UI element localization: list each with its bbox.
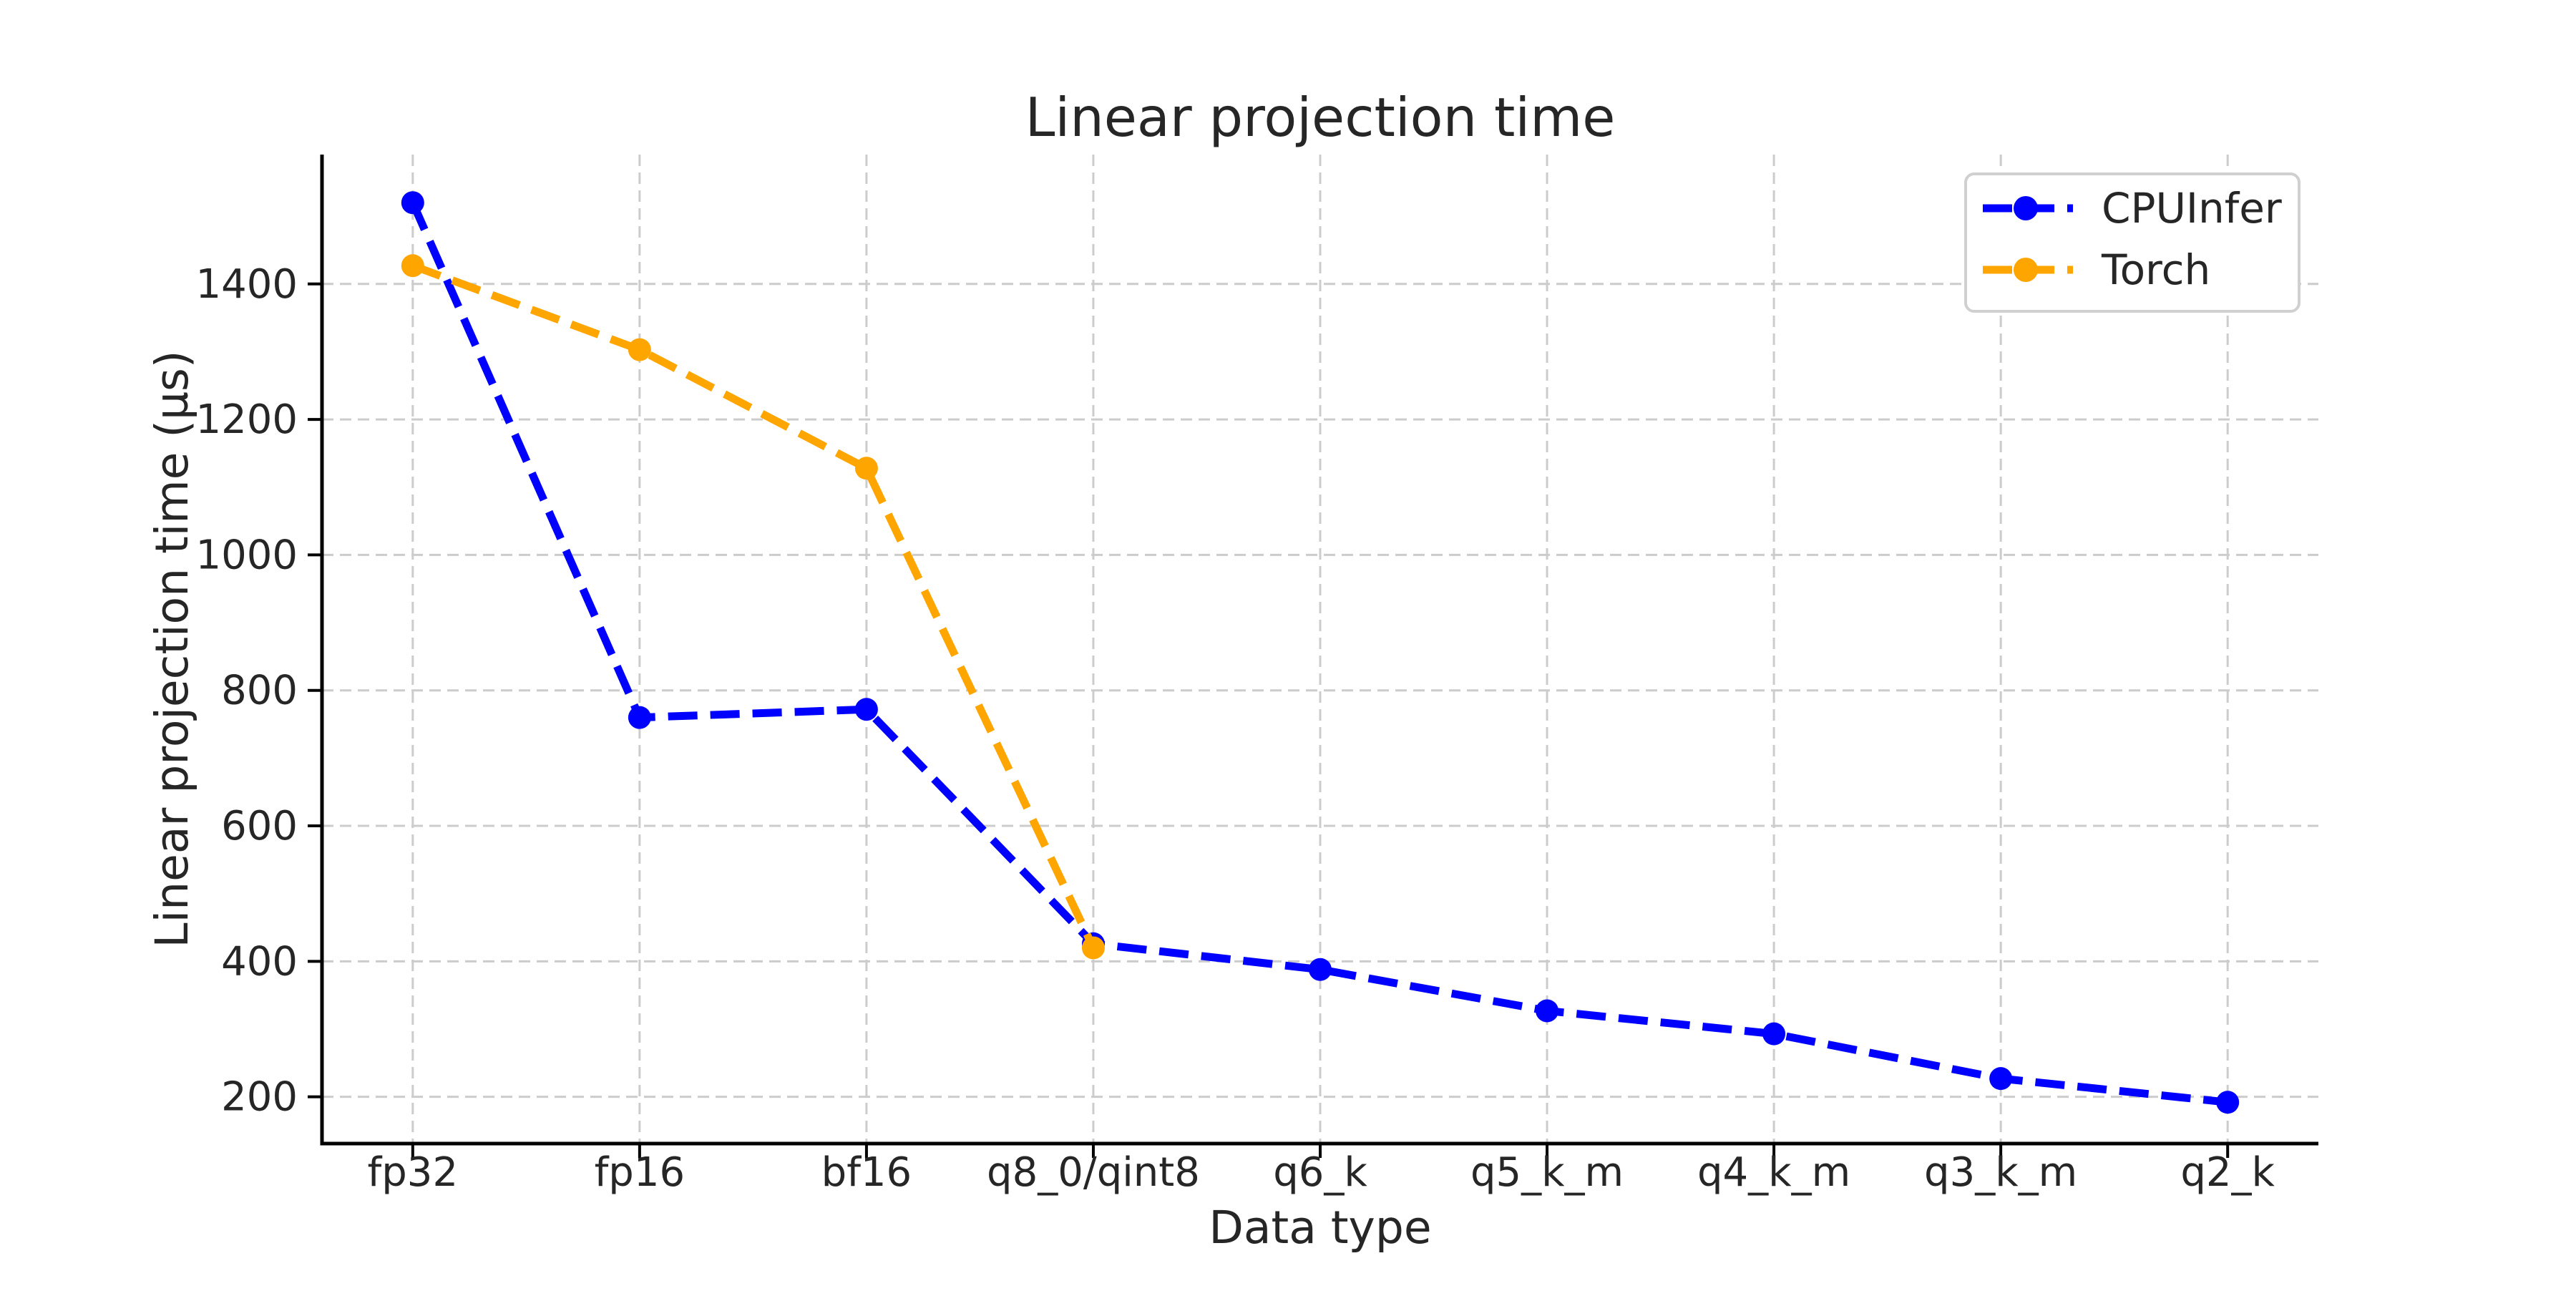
marker-cpuinfer-fp16 <box>628 706 651 729</box>
marker-cpuinfer-q5-k-m <box>1536 999 1559 1023</box>
marker-cpuinfer-q2-k <box>2216 1091 2240 1114</box>
y-tick-label-400: 400 <box>221 938 298 985</box>
y-tick-label-1200: 1200 <box>195 396 298 443</box>
axes-layer <box>308 155 2318 1158</box>
x-tick-label-fp32: fp32 <box>368 1149 459 1196</box>
marker-cpuinfer-fp32 <box>401 191 424 215</box>
legend: CPUInfer Torch <box>1964 172 2301 313</box>
x-tick-label-q4-k-m: q4_k_m <box>1697 1149 1850 1196</box>
marker-cpuinfer-q6-k <box>1309 958 1332 981</box>
x-tick-label-q8-0-qint8: q8_0/qint8 <box>987 1149 1200 1196</box>
y-tick-label-800: 800 <box>221 668 298 714</box>
marker-cpuinfer-bf16 <box>854 698 878 721</box>
series-line-torch <box>411 262 1097 950</box>
x-tick-label-q2-k: q2_k <box>2180 1149 2275 1196</box>
y-tick-label-200: 200 <box>221 1074 298 1121</box>
series-line-cpuinfer <box>409 200 2228 1106</box>
x-tick-label-fp16: fp16 <box>595 1149 686 1196</box>
x-axis-label: Data type <box>1209 1202 1431 1254</box>
marker-cpuinfer-q3-k-m <box>1989 1067 2013 1091</box>
x-tick-label-q5-k-m: q5_k_m <box>1470 1149 1624 1196</box>
marker-cpuinfer-q4-k-m <box>1762 1022 1786 1046</box>
marker-torch-q8-0-qint8 <box>1081 936 1105 960</box>
legend-label-cpuinfer: CPUInfer <box>2102 184 2282 233</box>
series-layer <box>401 191 2240 1114</box>
y-axis-label: Linear projection time (µs) <box>146 351 198 948</box>
tick-label-layer: 200 400 600 800 1000 1200 1400 fp32 fp16 bf16 q8_0… <box>195 261 2275 1196</box>
y-tick-label-1000: 1000 <box>195 532 298 578</box>
y-tick-label-1400: 1400 <box>195 261 298 308</box>
marker-torch-fp32 <box>401 254 424 278</box>
legend-sample-marker-cpuinfer <box>2014 196 2038 220</box>
x-tick-label-q6-k: q6_k <box>1273 1149 1367 1196</box>
x-tick-label-q3-k-m: q3_k_m <box>1924 1149 2077 1196</box>
legend-label-torch: Torch <box>2101 245 2210 294</box>
marker-torch-bf16 <box>854 457 878 480</box>
legend-sample-marker-torch <box>2014 258 2038 282</box>
grid-layer <box>322 155 2318 1144</box>
x-tick-label-bf16: bf16 <box>821 1149 912 1196</box>
marker-torch-fp16 <box>628 338 651 361</box>
chart-title: Linear projection time <box>1025 86 1616 149</box>
y-tick-label-600: 600 <box>221 803 298 849</box>
